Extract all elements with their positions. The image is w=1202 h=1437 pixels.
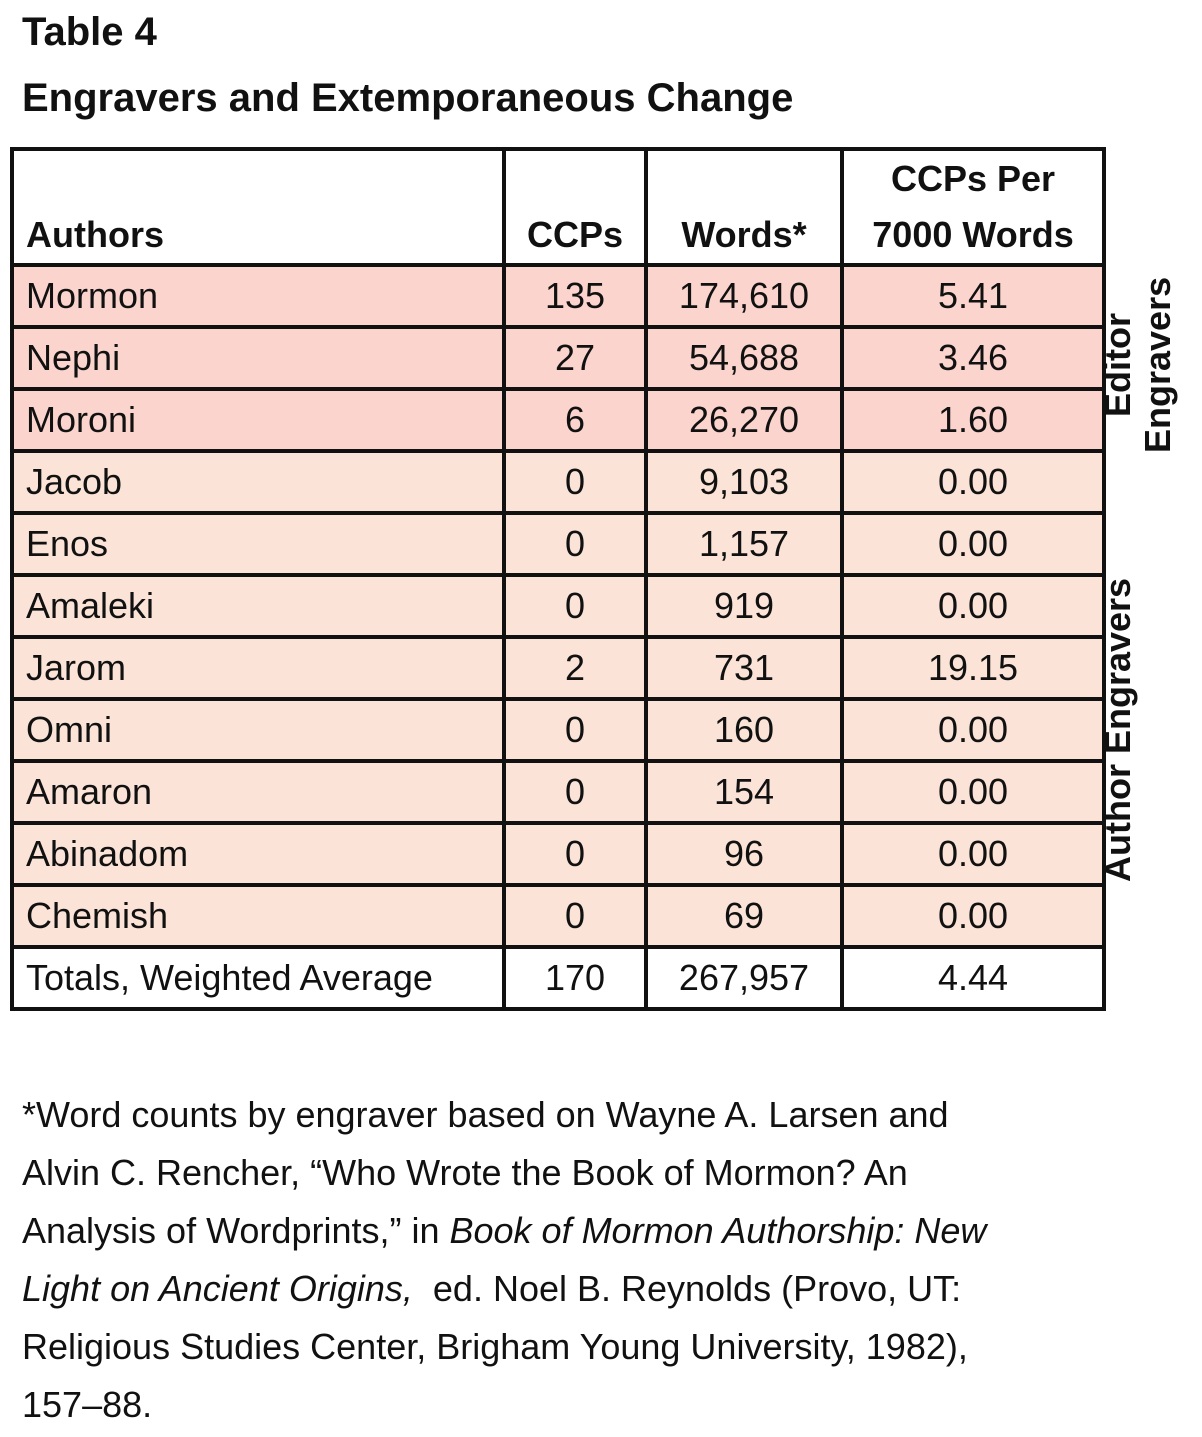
rate-cell: 1.60 — [840, 387, 1106, 453]
table-row: Moroni 6 26,270 1.60 — [10, 387, 1106, 453]
ccps-cell: 0 — [502, 821, 648, 887]
table-body: Mormon 135 174,610 5.41 Nephi 27 54,688 3.46 Mor… — [10, 263, 1106, 1011]
totals-rate: 4.44 — [840, 945, 1106, 1011]
footnote-line-3-prefix: Analysis of Wordprints,” in — [22, 1210, 450, 1251]
rate-cell: 5.41 — [840, 263, 1106, 329]
table-row: Abinadom 0 96 0.00 — [10, 821, 1106, 887]
author-cell: Jacob — [10, 449, 506, 515]
author-cell: Amaron — [10, 759, 506, 825]
author-cell: Jarom — [10, 635, 506, 701]
words-cell: 69 — [644, 883, 844, 949]
header-rate: CCPs Per 7000 Words — [840, 147, 1106, 267]
table-row: Nephi 27 54,688 3.46 — [10, 325, 1106, 391]
ccps-cell: 0 — [502, 449, 648, 515]
words-cell: 154 — [644, 759, 844, 825]
footnote-line-3: Analysis of Wordprints,” in Book of Morm… — [22, 1202, 1182, 1260]
author-cell: Enos — [10, 511, 506, 577]
table-number: Table 4 — [22, 10, 157, 54]
words-cell: 174,610 — [644, 263, 844, 329]
header-ccps: CCPs — [502, 147, 648, 267]
rate-cell: 3.46 — [840, 325, 1106, 391]
table-row: Jarom 2 731 19.15 — [10, 635, 1106, 701]
footnote: *Word counts by engraver based on Wayne … — [22, 1086, 1182, 1434]
rate-cell: 0.00 — [840, 511, 1106, 577]
author-cell: Chemish — [10, 883, 506, 949]
ccps-cell: 0 — [502, 573, 648, 639]
rate-cell: 0.00 — [840, 449, 1106, 515]
words-cell: 9,103 — [644, 449, 844, 515]
footnote-line-5: Religious Studies Center, Brigham Young … — [22, 1326, 968, 1367]
author-cell: Abinadom — [10, 821, 506, 887]
author-cell: Nephi — [10, 325, 506, 391]
header-row: Authors CCPs Words* CCPs Per 7000 Words — [10, 147, 1106, 267]
rate-cell: 0.00 — [840, 883, 1106, 949]
table-row: Enos 0 1,157 0.00 — [10, 511, 1106, 577]
words-cell: 54,688 — [644, 325, 844, 391]
table-row: Jacob 0 9,103 0.00 — [10, 449, 1106, 515]
footnote-line-4: Light on Ancient Origins, ed. Noel B. Re… — [22, 1260, 1182, 1318]
ccps-cell: 6 — [502, 387, 648, 453]
table-row: Mormon 135 174,610 5.41 — [10, 263, 1106, 329]
words-cell: 919 — [644, 573, 844, 639]
rate-cell: 0.00 — [840, 573, 1106, 639]
words-cell: 1,157 — [644, 511, 844, 577]
ccps-cell: 0 — [502, 697, 648, 763]
footnote-line-2: Alvin C. Rencher, “Who Wrote the Book of… — [22, 1152, 908, 1193]
rate-cell: 0.00 — [840, 697, 1106, 763]
editor-engravers-label: Editor Engravers — [1097, 265, 1178, 465]
totals-ccps: 170 — [502, 945, 648, 1011]
header-authors: Authors — [10, 147, 506, 267]
header-words: Words* — [644, 147, 844, 267]
table-row: Chemish 0 69 0.00 — [10, 883, 1106, 949]
editor-label-line1: Editor — [1097, 313, 1138, 417]
table-row: Amaleki 0 919 0.00 — [10, 573, 1106, 639]
footnote-book-title-1: Book of Mormon Authorship: New — [449, 1210, 987, 1251]
rate-cell: 0.00 — [840, 759, 1106, 825]
editor-label-line2: Engravers — [1137, 276, 1178, 454]
totals-words: 267,957 — [644, 945, 844, 1011]
footnote-line-1: *Word counts by engraver based on Wayne … — [22, 1094, 949, 1135]
footnote-line-4-suffix: ed. Noel B. Reynolds (Provo, UT: — [412, 1268, 962, 1309]
author-cell: Omni — [10, 697, 506, 763]
rate-cell: 19.15 — [840, 635, 1106, 701]
author-engravers-label: Author Engravers — [1097, 577, 1138, 883]
header-rate-line2: 7000 Words — [872, 214, 1074, 255]
author-cell: Amaleki — [10, 573, 506, 639]
engravers-table: Authors CCPs Words* CCPs Per 7000 Words … — [10, 147, 1106, 1011]
table-title: Engravers and Extemporaneous Change — [22, 76, 794, 120]
words-cell: 731 — [644, 635, 844, 701]
rate-cell: 0.00 — [840, 821, 1106, 887]
ccps-cell: 135 — [502, 263, 648, 329]
ccps-cell: 0 — [502, 511, 648, 577]
ccps-cell: 0 — [502, 883, 648, 949]
footnote-book-title-2: Light on Ancient Origins, — [22, 1268, 413, 1309]
header-rate-line1: CCPs Per — [890, 158, 1056, 199]
table-row: Omni 0 160 0.00 — [10, 697, 1106, 763]
author-cell: Mormon — [10, 263, 506, 329]
totals-label: Totals, Weighted Average — [10, 945, 506, 1011]
ccps-cell: 27 — [502, 325, 648, 391]
words-cell: 160 — [644, 697, 844, 763]
footnote-line-6: 157–88. — [22, 1384, 153, 1425]
table-row: Amaron 0 154 0.00 — [10, 759, 1106, 825]
words-cell: 26,270 — [644, 387, 844, 453]
totals-row: Totals, Weighted Average 170 267,957 4.4… — [10, 945, 1106, 1011]
words-cell: 96 — [644, 821, 844, 887]
ccps-cell: 0 — [502, 759, 648, 825]
author-cell: Moroni — [10, 387, 506, 453]
ccps-cell: 2 — [502, 635, 648, 701]
